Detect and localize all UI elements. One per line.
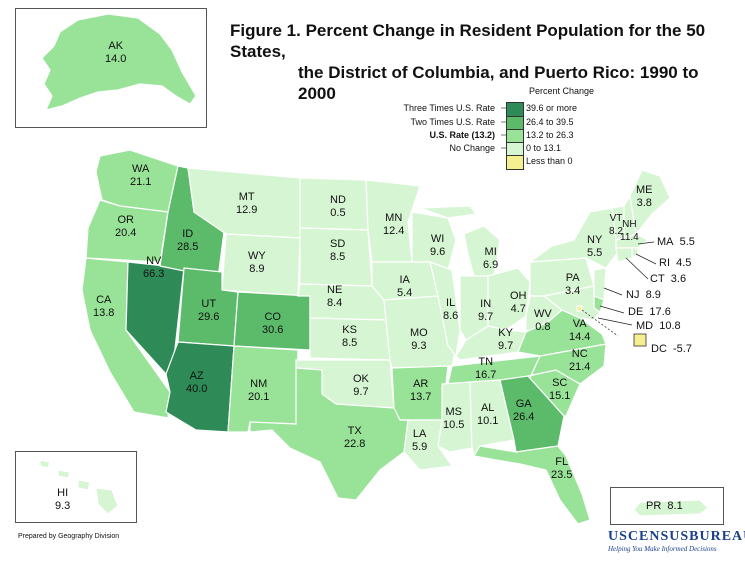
state-shape-ct <box>615 247 633 263</box>
legend-swatch-1 <box>506 102 524 117</box>
state-label-id: ID 28.5 <box>177 228 199 253</box>
census-bureau-logo: USCENSUSBUREAU Helping You Make Informed… <box>608 529 745 553</box>
legend-range-1: 39.6 or more <box>526 103 578 113</box>
title-line-1: Figure 1. Percent Change in Resident Pop… <box>230 21 706 61</box>
state-label-va: VA 14.4 <box>569 318 591 343</box>
state-label-me: ME 3.8 <box>636 184 653 209</box>
state-label-tn: TN 16.7 <box>475 356 497 381</box>
state-shape-nj <box>593 267 607 301</box>
state-label-nh: NH 11.4 <box>620 219 639 243</box>
state-label-mn: MN 12.4 <box>383 212 405 237</box>
state-label-pa: PA 3.4 <box>565 272 581 297</box>
state-shape-dc <box>576 305 583 312</box>
state-label-ga: GA 26.4 <box>513 398 535 423</box>
legend-ref-no-change: No Change <box>449 143 495 153</box>
title-line-2: the District of Columbia, and Puerto Ric… <box>298 63 699 103</box>
state-label-md: MD 10.8 <box>636 320 681 332</box>
state-label-hi: HI 9.3 <box>55 487 71 512</box>
legend-heading: Percent Change <box>529 86 595 96</box>
state-shape-hi <box>39 459 119 515</box>
legend-range-4: 0 to 13.1 <box>526 143 562 153</box>
state-label-ok: OK 9.7 <box>353 373 369 398</box>
state-label-in: IN 9.7 <box>478 298 494 323</box>
state-label-sc: SC 15.1 <box>549 377 571 402</box>
state-label-ks: KS 8.5 <box>342 324 358 349</box>
state-label-nm: NM 20.1 <box>248 378 270 403</box>
map-title: Figure 1. Percent Change in Resident Pop… <box>230 20 740 104</box>
state-shape-ak <box>41 13 197 111</box>
state-label-la: LA 5.9 <box>412 428 428 453</box>
state-label-pr: PR 8.1 <box>646 500 683 512</box>
state-label-co: CO 30.6 <box>262 311 284 336</box>
state-label-nc: NC 21.4 <box>569 348 591 373</box>
state-label-ut: UT 29.6 <box>198 298 220 323</box>
state-shape-nc <box>526 343 607 385</box>
state-label-ri: RI 4.5 <box>659 257 692 269</box>
state-label-wa: WA 21.1 <box>130 163 152 188</box>
state-label-il: IL 8.6 <box>443 297 459 322</box>
agency-tagline: Helping You Make Informed Decisions <box>608 545 717 553</box>
state-label-tx: TX 22.8 <box>344 425 366 450</box>
state-label-dc: DC -5.7 <box>651 343 692 355</box>
state-label-mi: MI 6.9 <box>483 246 499 271</box>
state-shape-tx <box>249 367 409 501</box>
state-shape-fl <box>473 445 591 525</box>
state-label-nv: NV 66.3 <box>143 255 165 280</box>
state-label-nd: ND 0.5 <box>330 194 346 219</box>
state-label-de: DE 17.6 <box>628 306 671 318</box>
state-label-ar: AR 13.7 <box>410 378 432 403</box>
legend-range-2: 26.4 to 39.5 <box>526 117 574 127</box>
legend-range-3: 13.2 to 26.3 <box>526 130 574 140</box>
state-shape-ky <box>455 325 527 361</box>
dc-callout-box <box>633 333 647 347</box>
state-label-ne: NE 8.4 <box>327 284 343 309</box>
legend-ref-us-rate: U.S. Rate (13.2) <box>429 130 495 140</box>
state-shape-pr <box>633 499 709 517</box>
state-label-al: AL 10.1 <box>477 402 499 427</box>
prepared-by-note: Prepared by Geography Division <box>18 533 120 540</box>
state-label-mt: MT 12.9 <box>236 191 258 216</box>
state-label-ms: MS 10.5 <box>443 406 465 431</box>
leader-lines <box>581 241 657 337</box>
state-label-az: AZ 40.0 <box>186 370 208 395</box>
legend-range-5: Less than 0 <box>526 156 573 166</box>
state-label-wy: WY 8.9 <box>248 250 266 275</box>
state-label-ma: MA 5.5 <box>657 236 695 248</box>
state-label-oh: OH 4.7 <box>510 290 527 315</box>
state-label-sd: SD 8.5 <box>330 238 346 263</box>
state-label-ak: AK 14.0 <box>105 40 127 65</box>
legend-swatch-5 <box>506 155 524 170</box>
state-label-fl: FL 23.5 <box>551 456 573 481</box>
state-label-or: OR 20.4 <box>115 214 137 239</box>
legend: Percent Change 39.6 or more 26.4 to 39.5… <box>403 86 625 176</box>
state-label-nj: NJ 8.9 <box>626 289 661 301</box>
state-label-ia: IA 5.4 <box>397 274 413 299</box>
legend-ref-two-times: Two Times U.S. Rate <box>410 117 495 127</box>
hawaii-inset <box>15 451 137 523</box>
state-label-ky: KY 9.7 <box>498 327 514 352</box>
state-label-ca: CA 13.8 <box>93 294 115 319</box>
state-label-wi: WI 9.6 <box>430 233 446 258</box>
hawaii-islands <box>39 459 119 515</box>
agency-name: USCENSUSBUREAU <box>608 529 745 544</box>
state-shape-ny <box>527 207 619 269</box>
legend-ref-three-times: Three Times U.S. Rate <box>403 103 495 113</box>
legend-pointers <box>501 107 506 149</box>
state-shape-md <box>542 285 601 321</box>
state-label-ny: NY 5.5 <box>587 234 603 259</box>
state-label-ct: CT 3.6 <box>650 273 687 285</box>
state-label-vt: VT 8.2 <box>609 213 623 237</box>
state-label-mo: MO 9.3 <box>410 327 428 352</box>
state-label-wv: WV 0.8 <box>534 308 552 333</box>
